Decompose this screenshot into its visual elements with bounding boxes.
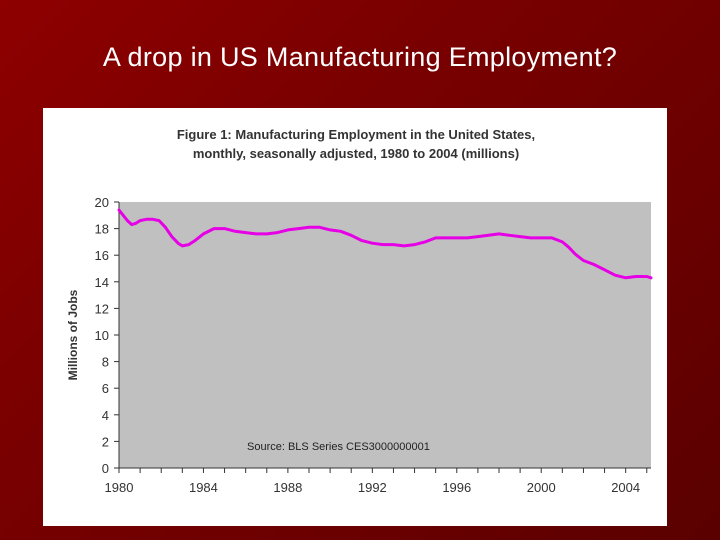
y-tick-label: 12 <box>95 301 109 316</box>
chart-title-line-1: Figure 1: Manufacturing Employment in th… <box>177 127 535 142</box>
x-tick-label: 1992 <box>358 480 387 495</box>
chart-figure: Figure 1: Manufacturing Employment in th… <box>43 108 667 526</box>
series-line-manufacturing-employment <box>117 208 653 280</box>
y-tick-label: 16 <box>95 248 109 263</box>
y-tick-label: 0 <box>102 461 109 476</box>
x-tick-label: 1984 <box>189 480 218 495</box>
y-tick-label: 8 <box>102 355 109 370</box>
y-tick-label: 20 <box>95 195 109 210</box>
y-tick-label: 2 <box>102 434 109 449</box>
y-tick-label: 10 <box>95 328 109 343</box>
y-tick-label: 18 <box>95 222 109 237</box>
slide-title: A drop in US Manufacturing Employment? <box>102 42 618 72</box>
x-tick-label: 2004 <box>611 480 640 495</box>
chart-canvas: Figure 1: Manufacturing Employment in th… <box>66 127 653 495</box>
y-tick-label: 14 <box>95 275 109 290</box>
x-tick-label: 1980 <box>105 480 134 495</box>
x-tick-label: 1996 <box>442 480 471 495</box>
plot-area <box>119 202 651 468</box>
x-tick-label: 1988 <box>273 480 302 495</box>
chart-title-line-2: monthly, seasonally adjusted, 1980 to 20… <box>193 146 519 161</box>
y-tick-label: 4 <box>102 408 109 423</box>
y-tick-label: 6 <box>102 381 109 396</box>
source-annotation: Source: BLS Series CES3000000001 <box>247 441 430 453</box>
y-axis-title: Millions of Jobs <box>66 289 80 380</box>
x-tick-label: 2000 <box>527 480 556 495</box>
